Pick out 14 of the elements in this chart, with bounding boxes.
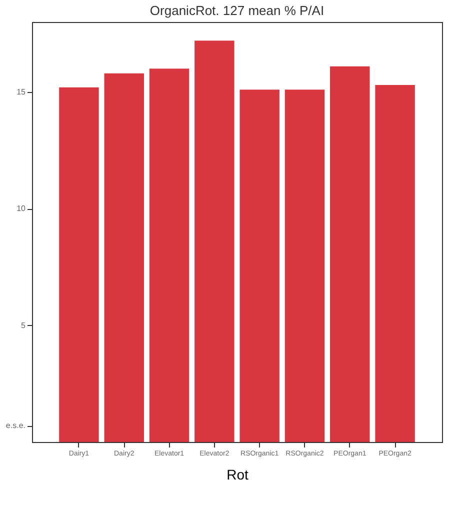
y-tick-label: 5 [21,320,26,330]
chart-title: OrganicRot. 127 mean % P/AI [150,3,324,18]
bar [330,66,370,442]
y-tick-label: e.s.e. [6,421,26,430]
bar [194,40,234,442]
y-tick-label: 15 [16,88,26,96]
bar [375,85,415,442]
bar [104,73,144,442]
y-tick-label: 10 [16,204,26,214]
bar [284,90,325,442]
bar [59,87,99,442]
bar [240,90,280,442]
bar [149,68,190,442]
x-axis-title: Rot [226,466,248,482]
